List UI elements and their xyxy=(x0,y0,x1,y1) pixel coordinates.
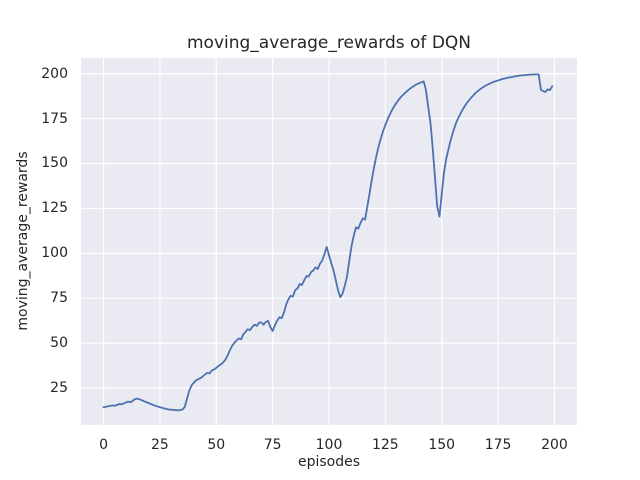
x-tick-label: 0 xyxy=(99,437,108,453)
y-tick-label: 150 xyxy=(41,155,68,172)
x-axis-label: episodes xyxy=(297,454,361,470)
x-tick-label: 50 xyxy=(207,437,226,453)
y-tick-label: 175 xyxy=(41,110,68,127)
y-tick-label: 75 xyxy=(50,290,68,307)
y-tick-label: 25 xyxy=(50,380,68,397)
y-tick-label: 100 xyxy=(41,245,68,262)
reward-line xyxy=(102,73,554,412)
x-tick-label: 25 xyxy=(150,437,169,453)
y-tick-label: 125 xyxy=(41,200,68,217)
y-tick-label: 200 xyxy=(41,65,68,82)
x-tick-label: 100 xyxy=(315,437,343,453)
x-tick-label: 200 xyxy=(541,437,568,453)
x-tick-label: 175 xyxy=(484,437,512,453)
x-tick-label: 125 xyxy=(371,437,399,453)
x-tick-label: 75 xyxy=(263,437,282,453)
chart-title: moving_average_rewards of DQN xyxy=(186,33,472,53)
x-tick-label: 150 xyxy=(428,437,456,453)
y-tick-label: 50 xyxy=(50,335,68,352)
